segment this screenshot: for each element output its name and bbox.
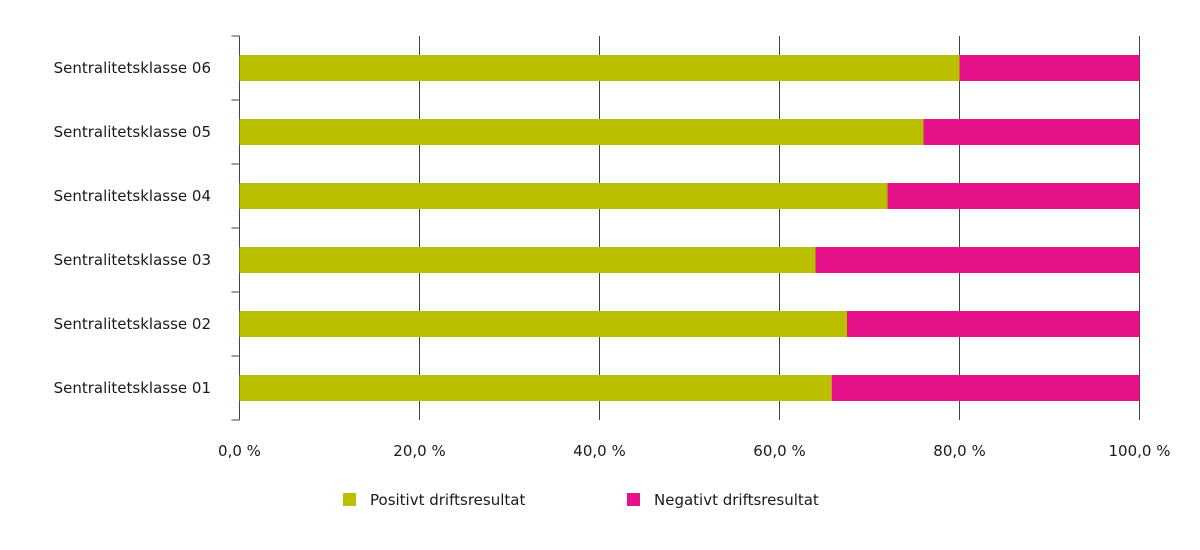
category-label: Sentralitetsklasse 03 [54,251,211,269]
bar-positive [239,183,888,209]
category-label: Sentralitetsklasse 04 [54,187,211,205]
legend-item: Negativt driftsresultat [627,491,819,509]
bar-negative [815,247,1140,273]
legend-swatch [627,493,640,506]
bar-positive [239,311,847,337]
bar-negative [847,311,1140,337]
category-label: Sentralitetsklasse 02 [54,315,211,333]
x-tick-label: 20,0 % [393,442,445,460]
bar-positive [239,375,832,401]
x-tick-label: 40,0 % [573,442,625,460]
legend-swatch [343,493,356,506]
bar-negative [923,119,1140,145]
bar-negative [831,375,1140,401]
category-label: Sentralitetsklasse 05 [54,123,211,141]
x-tick-label: 60,0 % [753,442,805,460]
x-tick-label: 100,0 % [1109,442,1171,460]
category-label: Sentralitetsklasse 01 [54,379,211,397]
bar-positive [239,55,960,81]
bar-negative [959,55,1140,81]
legend-label: Positivt driftsresultat [370,491,525,509]
bar-negative [887,183,1140,209]
x-tick-label: 80,0 % [933,442,985,460]
x-tick-label: 0,0 % [218,442,261,460]
legend-item: Positivt driftsresultat [343,491,525,509]
legend-label: Negativt driftsresultat [654,491,819,509]
category-label: Sentralitetsklasse 06 [54,59,211,77]
bar-positive [239,247,816,273]
bar-positive [239,119,924,145]
